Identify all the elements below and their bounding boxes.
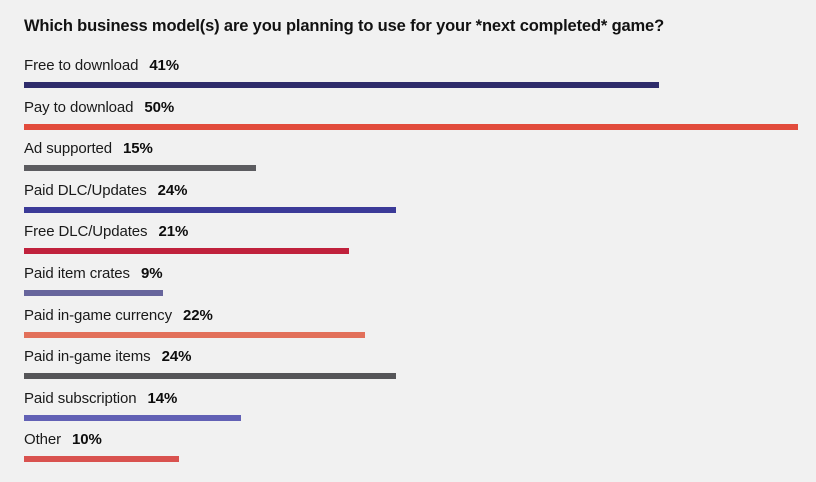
bar-track [24,414,798,421]
chart-title: Which business model(s) are you planning… [24,17,665,35]
bar-track [24,289,798,296]
bar-track [24,165,798,172]
bar-row: Free DLC/Updates 21% [0,222,816,264]
bar-track [24,331,798,338]
bar-category-label: Paid DLC/Updates [24,181,147,199]
bar-row: Other 10% [0,430,816,472]
bar-category-label: Other [24,431,62,449]
bar-track [24,206,798,213]
bar-track [24,82,798,88]
bar-fill [24,373,396,380]
bar-label-line: Ad supported 15% [24,139,153,159]
bar-value-label: 10% [72,431,102,449]
bar-label-line: Other 10% [24,430,102,450]
bar-list: Free to download 41% Pay to download 50% Ad … [0,56,816,472]
bar-value-label: 9% [140,264,163,282]
bar-label-line: Paid in-game currency 22% [24,306,213,326]
bar-value-label: 15% [123,140,153,158]
bar-fill [24,248,350,255]
bar-fill [24,289,164,296]
bar-category-label: Free DLC/Updates [24,223,148,241]
bar-fill [24,206,396,213]
bar-category-label: Ad supported [24,140,113,158]
bar-category-label: Paid item crates [24,264,130,282]
bar-value-label: 14% [147,389,178,407]
bar-category-label: Paid subscription [24,389,137,407]
bar-value-label: 22% [182,306,213,324]
bar-track [24,456,798,463]
bar-category-label: Pay to download [24,98,134,116]
bar-value-label: 50% [144,98,175,116]
bar-fill [24,123,798,130]
bar-value-label: 24% [161,348,192,366]
bar-row: Free to download 41% [0,56,816,98]
bar-label-line: Paid item crates 9% [24,264,163,284]
bar-value-label: 24% [157,181,188,199]
bar-category-label: Paid in-game items [24,348,151,366]
bar-label-line: Paid DLC/Updates 24% [24,181,187,201]
bar-fill [24,414,241,421]
bar-fill [24,165,257,172]
bar-label-line: Paid subscription 14% [24,389,177,409]
bar-label-line: Paid in-game items 24% [24,347,191,367]
bar-row: Paid in-game currency 22% [0,306,816,348]
bar-category-label: Free to download [24,57,139,74]
bar-category-label: Paid in-game currency [24,306,172,324]
bar-value-label: 41% [149,57,180,74]
bar-row: Paid DLC/Updates 24% [0,181,816,223]
bar-fill [24,82,659,88]
bar-row: Pay to download 50% [0,98,816,140]
bar-track [24,373,798,380]
bar-track [24,123,798,130]
bar-value-label: 21% [158,223,189,241]
bar-label-line: Free DLC/Updates 21% [24,222,188,242]
bar-label-line: Pay to download 50% [24,98,174,118]
bar-fill [24,331,365,338]
bar-row: Paid in-game items 24% [0,347,816,389]
bar-row: Paid item crates 9% [0,264,816,306]
bar-label-line: Free to download 41% [24,56,179,76]
bar-row: Ad supported 15% [0,139,816,181]
bar-track [24,248,798,255]
bar-row: Paid subscription 14% [0,389,816,431]
bar-fill [24,456,179,463]
